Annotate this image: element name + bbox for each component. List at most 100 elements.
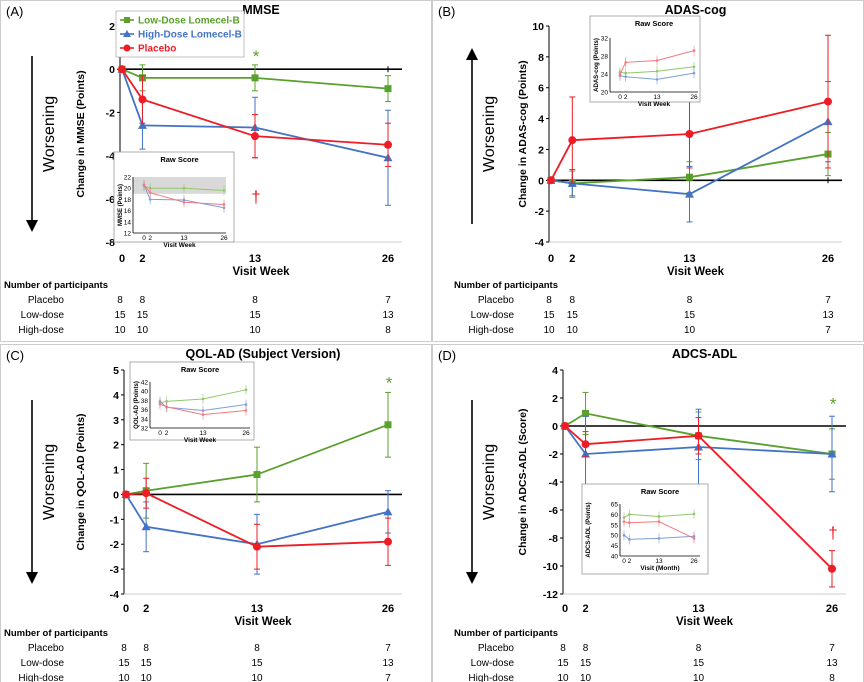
inset-x-tick: 0 (618, 94, 622, 101)
series-placebo (561, 417, 836, 588)
data-point (122, 490, 130, 499)
participants-table: Number of participants Placebo 8 8 8 7 Low-dos… (454, 628, 838, 682)
inset-y-tick: 20 (601, 90, 609, 97)
series-line (121, 68, 389, 159)
panel-label: (D) (438, 348, 456, 363)
participants-count: 7 (825, 325, 831, 336)
inset-x-tick: 13 (653, 94, 661, 101)
participants-count: 10 (118, 673, 130, 682)
series-line (564, 412, 833, 455)
inset-y-tick: 16 (124, 208, 132, 215)
x-tick-label: 0 (562, 603, 568, 615)
participants-count: 10 (557, 673, 569, 682)
data-point (141, 522, 151, 531)
participants-count: 15 (557, 658, 569, 669)
chart-title: QOL-AD (Subject Version) (186, 347, 341, 361)
data-point (685, 130, 694, 138)
inset-y-tick: 45 (611, 543, 619, 550)
inset-x-tick: 13 (180, 235, 188, 242)
participants-count: 15 (693, 658, 705, 669)
participants-count: 15 (567, 310, 579, 321)
participants-count: 15 (684, 310, 696, 321)
data-point (384, 85, 392, 93)
participants-row-label: High-dose (468, 325, 514, 336)
y-tick-label: 8 (538, 52, 544, 64)
inset-point (244, 388, 248, 392)
inset-chart: Raw Score 32 28 24 20 0 2 13 26 Visit Week ADAS-co… (589, 15, 701, 108)
data-point (581, 440, 590, 449)
participants-count: 13 (826, 658, 838, 669)
worsening-arrow: Worsening (466, 400, 498, 584)
inset-point (692, 537, 696, 540)
legend-label: High-Dose Lomecel-B (138, 30, 242, 41)
legend-swatch-marker (123, 30, 131, 37)
data-point (384, 140, 392, 149)
inset-series-line (623, 521, 695, 539)
inset-point (618, 72, 622, 76)
participants-count: 10 (693, 673, 705, 682)
inset-y-tick: 50 (611, 533, 619, 540)
x-axis-label: Visit Week (676, 616, 734, 628)
worsening-label: Worsening (481, 444, 498, 520)
inset-point (622, 533, 626, 537)
participants-count: 8 (696, 643, 702, 654)
participants-count: 15 (118, 658, 130, 669)
significance-marker: † (251, 188, 260, 207)
worsening-label: Worsening (41, 444, 58, 520)
participants-table: Number of participants Placebo 8 8 8 7 Low-dos… (4, 280, 394, 336)
data-point (384, 537, 392, 546)
participants-row-label: Low-dose (21, 658, 65, 669)
y-tick-label: -3 (110, 564, 119, 576)
participants-table: Number of participants Placebo 8 8 8 7 Low-dos… (4, 628, 394, 682)
data-point (251, 74, 259, 82)
participants-row-label: Placebo (28, 643, 65, 654)
participants-count: 8 (583, 643, 589, 654)
inset-x-tick: 13 (655, 558, 663, 565)
series-line (125, 492, 389, 548)
series-placebo (118, 65, 392, 167)
participants-count: 15 (251, 658, 263, 669)
panel-3: (C) QOL-AD (Subject Version)543210-1-2-3-… (0, 344, 432, 682)
y-tick-label: 0 (113, 489, 119, 501)
participants-count: 8 (546, 295, 552, 306)
x-axis-label: Visit Week (234, 616, 292, 628)
inset-point (244, 409, 248, 412)
inset-y-label: QOL-AD (Points) (134, 381, 140, 429)
inset-x-tick: 0 (158, 430, 162, 437)
participants-count: 10 (567, 325, 579, 336)
participants-count: 15 (141, 658, 153, 669)
participants-count: 8 (252, 295, 258, 306)
inset-point (657, 515, 661, 518)
x-tick-label: 26 (826, 603, 838, 615)
inset-point (624, 61, 627, 64)
legend-frame (115, 10, 245, 58)
data-point (384, 421, 392, 429)
y-tick-label: -4 (535, 237, 544, 249)
data-point (828, 564, 836, 573)
x-tick-label: 26 (822, 253, 834, 265)
legend-label: Placebo (138, 44, 176, 55)
participants-heading: Number of participants (4, 280, 108, 291)
worsening-label: Worsening (481, 96, 498, 172)
inset-point (657, 537, 661, 540)
inset-y-tick: 34 (141, 416, 149, 423)
x-tick-label: 0 (123, 603, 129, 615)
data-point (118, 65, 126, 74)
inset-x-tick: 0 (142, 235, 146, 242)
participants-count: 7 (385, 673, 391, 682)
inset-y-tick: 40 (141, 389, 149, 396)
x-tick-label: 26 (382, 253, 394, 265)
inset-series-line (619, 66, 695, 74)
y-tick-label: 0 (538, 175, 544, 187)
participants-count: 7 (825, 295, 831, 306)
participants-count: 8 (570, 295, 576, 306)
inset-y-tick: 36 (141, 407, 149, 414)
arrow-head-up (466, 48, 478, 60)
series-line (121, 68, 389, 90)
x-tick-label: 0 (548, 253, 554, 265)
inset-y-tick: 22 (124, 175, 132, 182)
inset-x-tick: 2 (148, 235, 152, 242)
participants-row-label: Low-dose (21, 310, 65, 321)
inset-point (158, 402, 162, 406)
